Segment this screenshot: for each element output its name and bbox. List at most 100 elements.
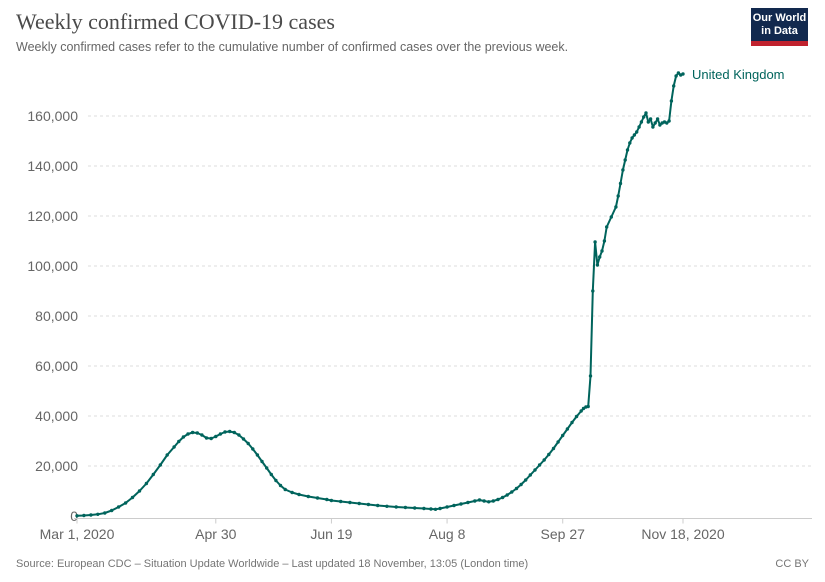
y-axis-label: 140,000 bbox=[27, 158, 78, 174]
data-point bbox=[632, 133, 637, 137]
data-point bbox=[637, 125, 641, 129]
entity-label[interactable]: United Kingdom bbox=[692, 67, 785, 82]
data-point bbox=[177, 439, 181, 444]
data-point bbox=[621, 168, 625, 172]
data-point bbox=[165, 453, 169, 457]
logo-text-line1: Our World bbox=[752, 12, 807, 24]
data-point bbox=[325, 497, 329, 502]
data-point bbox=[394, 505, 398, 509]
data-point bbox=[561, 433, 565, 438]
y-axis-label: 120,000 bbox=[27, 208, 78, 224]
data-point bbox=[89, 513, 93, 517]
data-point bbox=[137, 489, 142, 493]
y-axis-label: 40,000 bbox=[35, 408, 78, 424]
data-point bbox=[625, 148, 630, 152]
uk-series-line bbox=[76, 72, 684, 517]
data-point bbox=[204, 436, 209, 440]
data-point bbox=[260, 459, 264, 464]
data-point bbox=[505, 493, 509, 497]
data-point bbox=[500, 495, 505, 500]
data-point bbox=[232, 430, 236, 435]
page-subtitle: Weekly confirmed cases refer to the cumu… bbox=[16, 40, 569, 54]
data-point bbox=[574, 414, 579, 419]
source-text: Source: European CDC – Situation Update … bbox=[16, 558, 529, 570]
data-point bbox=[639, 120, 644, 124]
data-point bbox=[218, 432, 223, 436]
data-point bbox=[214, 434, 218, 439]
data-point bbox=[315, 496, 320, 500]
data-point bbox=[642, 115, 646, 119]
owid-logo[interactable]: Our World in Data bbox=[751, 8, 808, 46]
data-point bbox=[200, 433, 204, 437]
data-point bbox=[459, 502, 463, 506]
data-point bbox=[533, 468, 537, 472]
license-link[interactable]: CC BY bbox=[775, 558, 809, 570]
x-axis-label: Mar 1, 2020 bbox=[40, 526, 115, 542]
data-point bbox=[482, 499, 486, 503]
data-point bbox=[510, 490, 514, 494]
data-point bbox=[228, 429, 232, 434]
data-point bbox=[429, 507, 433, 511]
data-point bbox=[422, 506, 426, 511]
x-axis-label: Apr 30 bbox=[195, 526, 236, 542]
data-point bbox=[433, 507, 438, 511]
data-point bbox=[667, 119, 671, 123]
data-point bbox=[329, 498, 334, 503]
data-point bbox=[681, 72, 685, 76]
data-point bbox=[241, 437, 246, 441]
data-point bbox=[246, 441, 250, 446]
data-point bbox=[595, 263, 600, 267]
data-point bbox=[651, 125, 655, 129]
data-point bbox=[605, 225, 609, 229]
y-axis-label: 100,000 bbox=[27, 258, 78, 274]
data-point bbox=[570, 420, 574, 425]
data-point bbox=[646, 120, 650, 124]
data-point bbox=[75, 514, 79, 518]
data-point bbox=[473, 499, 477, 503]
data-point bbox=[537, 463, 542, 467]
data-point bbox=[644, 111, 648, 115]
data-point bbox=[348, 500, 352, 505]
data-point bbox=[151, 472, 155, 477]
data-point bbox=[528, 473, 532, 477]
data-point bbox=[297, 492, 301, 497]
data-point bbox=[278, 483, 283, 488]
x-axis-label: Aug 8 bbox=[429, 526, 466, 542]
data-point bbox=[588, 374, 593, 378]
data-point bbox=[635, 130, 639, 134]
x-axis-label: Jun 19 bbox=[310, 526, 352, 542]
logo-text-line2: in Data bbox=[761, 25, 798, 37]
data-point bbox=[565, 427, 570, 431]
data-point bbox=[186, 432, 190, 436]
data-point bbox=[466, 500, 470, 505]
data-point bbox=[669, 99, 674, 103]
data-point bbox=[676, 71, 681, 75]
data-point bbox=[519, 482, 523, 487]
data-point bbox=[551, 446, 556, 451]
data-point bbox=[103, 511, 107, 515]
data-point bbox=[586, 404, 590, 409]
data-point bbox=[172, 445, 176, 449]
data-point bbox=[614, 205, 618, 209]
data-point bbox=[158, 463, 162, 467]
data-point bbox=[524, 478, 528, 482]
y-axis-label: 60,000 bbox=[35, 358, 78, 374]
data-point bbox=[591, 289, 595, 293]
data-point bbox=[110, 508, 114, 513]
data-point bbox=[195, 431, 199, 435]
data-point bbox=[623, 158, 627, 162]
data-point bbox=[648, 117, 653, 121]
data-point bbox=[598, 255, 602, 259]
data-point bbox=[223, 430, 227, 434]
data-point bbox=[547, 452, 551, 457]
data-point bbox=[655, 117, 660, 121]
data-point bbox=[496, 497, 500, 502]
data-point bbox=[403, 505, 408, 510]
data-point bbox=[542, 458, 546, 462]
data-point bbox=[413, 506, 417, 510]
data-point bbox=[487, 500, 491, 504]
y-axis-label: 0 bbox=[70, 508, 78, 524]
data-point bbox=[255, 453, 260, 457]
chart-header: Weekly confirmed COVID-19 cases Weekly c… bbox=[16, 8, 568, 55]
